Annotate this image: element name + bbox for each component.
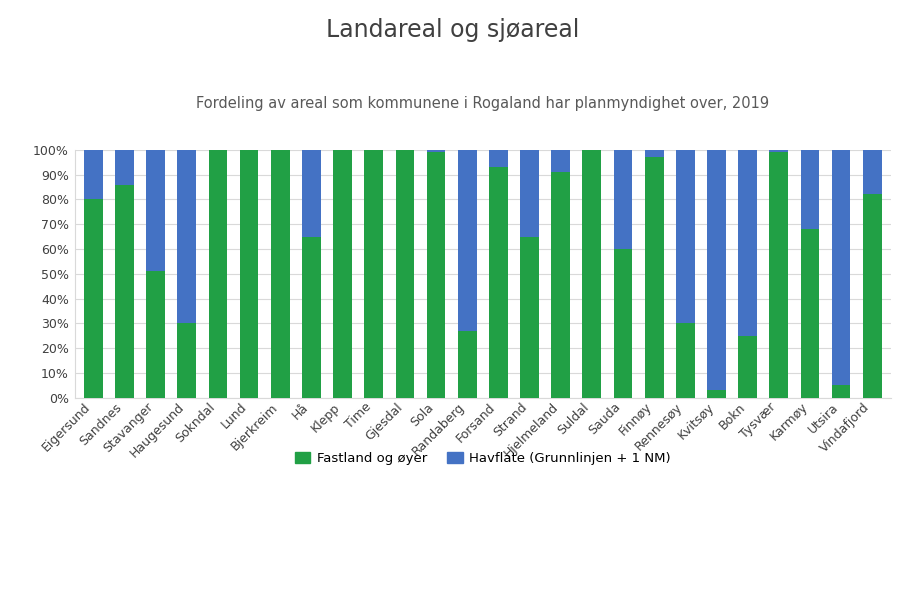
Bar xyxy=(271,150,290,398)
Bar xyxy=(708,390,726,398)
Bar xyxy=(613,249,632,398)
Bar xyxy=(708,150,726,390)
Bar xyxy=(769,153,788,398)
Bar xyxy=(302,150,321,236)
Bar xyxy=(738,150,757,336)
Bar xyxy=(427,153,446,398)
Bar xyxy=(115,150,134,185)
Bar xyxy=(863,150,882,195)
Bar xyxy=(178,150,196,323)
Bar xyxy=(863,195,882,398)
Bar xyxy=(146,150,165,271)
Bar xyxy=(333,150,352,398)
Bar xyxy=(208,150,227,398)
Bar xyxy=(84,200,102,398)
Bar xyxy=(801,229,819,398)
Bar xyxy=(832,385,851,398)
Bar xyxy=(832,150,851,385)
Bar xyxy=(178,323,196,398)
Bar xyxy=(364,150,383,398)
Bar xyxy=(489,150,507,167)
Title: Fordeling av areal som kommunene i Rogaland har planmyndighet over, 2019: Fordeling av areal som kommunene i Rogal… xyxy=(197,96,769,111)
Bar xyxy=(115,185,134,398)
Bar xyxy=(613,150,632,249)
Bar xyxy=(458,150,477,331)
Bar xyxy=(645,157,663,398)
Bar xyxy=(801,150,819,229)
Bar xyxy=(676,323,695,398)
Bar xyxy=(302,236,321,398)
Bar xyxy=(645,150,663,157)
Bar xyxy=(520,150,539,236)
Bar xyxy=(240,150,258,398)
Bar xyxy=(583,150,602,398)
Bar xyxy=(738,336,757,398)
Bar xyxy=(520,236,539,398)
Bar xyxy=(769,150,788,153)
Bar xyxy=(427,150,446,153)
Bar xyxy=(458,331,477,398)
Bar xyxy=(489,167,507,398)
Bar xyxy=(396,150,414,398)
Bar xyxy=(146,271,165,398)
Bar xyxy=(84,150,102,200)
Bar xyxy=(552,172,570,398)
Bar xyxy=(676,150,695,323)
Legend: Fastland og øyer, Havflate (Grunnlinjen + 1 NM): Fastland og øyer, Havflate (Grunnlinjen … xyxy=(289,447,676,470)
Text: Landareal og sjøareal: Landareal og sjøareal xyxy=(326,18,580,42)
Bar xyxy=(552,150,570,172)
